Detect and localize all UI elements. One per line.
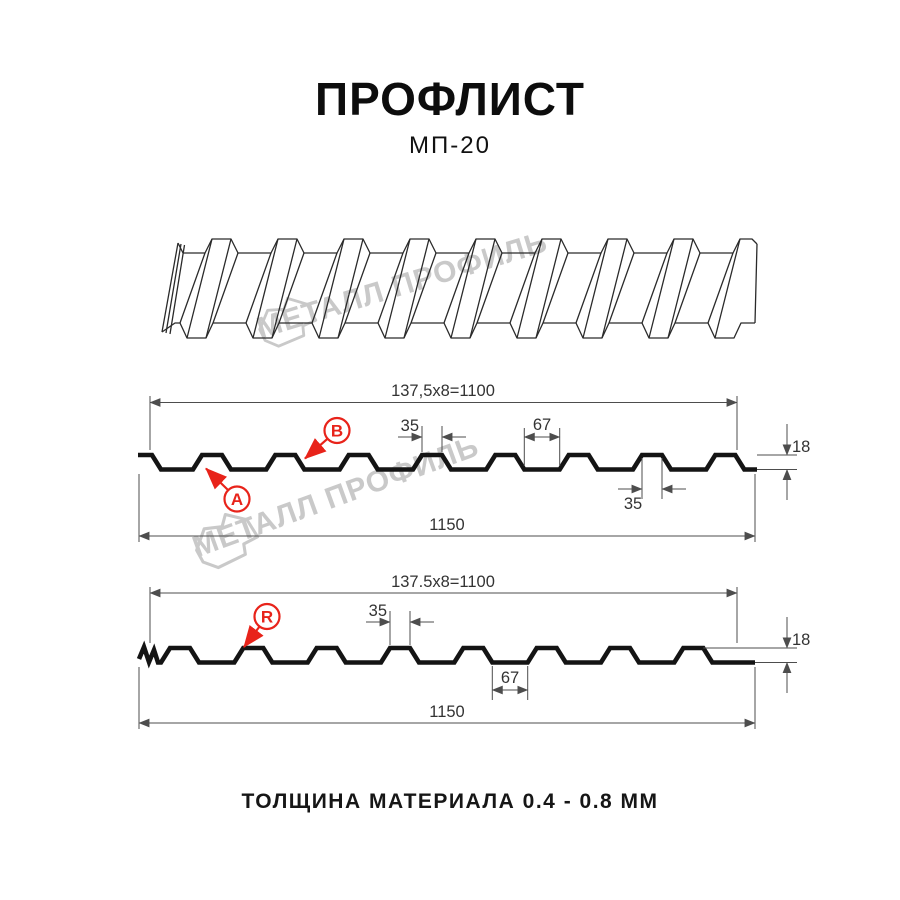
- sheet-3d-fold-lines: [179, 238, 741, 339]
- sheet-3d-bottom-edge: [161, 322, 755, 339]
- dim-valley: 67: [501, 669, 519, 687]
- callout-line-b: [304, 437, 329, 460]
- extension-lines: [138, 587, 797, 729]
- dim-coverage-width: 137,5x8=1100: [391, 382, 495, 400]
- dim-crest-bottom: 35: [624, 495, 642, 513]
- callout-line-r: [243, 625, 264, 648]
- sheet-3d-top-edge: [177, 238, 758, 254]
- profile-outline: [136, 640, 755, 669]
- cross-section-ab: 137,5x8=1100 35 67 35 18 1150 B A: [138, 382, 810, 542]
- page-title: ПРОФЛИСТ: [315, 73, 585, 125]
- callout-label-r: R: [261, 608, 273, 627]
- dim-overall-width: 1150: [429, 516, 464, 534]
- callout-line-a: [205, 467, 229, 491]
- callout-circle-r: [253, 602, 281, 631]
- callout-label-b: B: [331, 422, 343, 441]
- dim-crest-top: 35: [401, 417, 419, 435]
- cross-section-r: 137.5x8=1100 35 67 18 1150 R: [136, 573, 810, 729]
- material-thickness-note: ТОЛЩИНА МАТЕРИАЛА 0.4 - 0.8 ММ: [241, 790, 659, 813]
- dim-height: 18: [792, 631, 810, 649]
- sheet-3d-view: [161, 238, 758, 339]
- sheet-3d-cut-edges: [161, 242, 758, 335]
- dim-height: 18: [792, 438, 810, 456]
- callout-circle-b: [323, 416, 351, 445]
- dim-overall-width: 1150: [429, 703, 464, 721]
- callout-circle-a: [223, 485, 251, 513]
- dim-crest: 35: [369, 602, 387, 620]
- dim-coverage-width: 137.5x8=1100: [391, 573, 495, 591]
- dim-valley: 67: [533, 416, 551, 434]
- profile-outline: [138, 452, 757, 472]
- callout-label-a: A: [231, 490, 243, 509]
- page-subtitle: МП-20: [409, 132, 491, 159]
